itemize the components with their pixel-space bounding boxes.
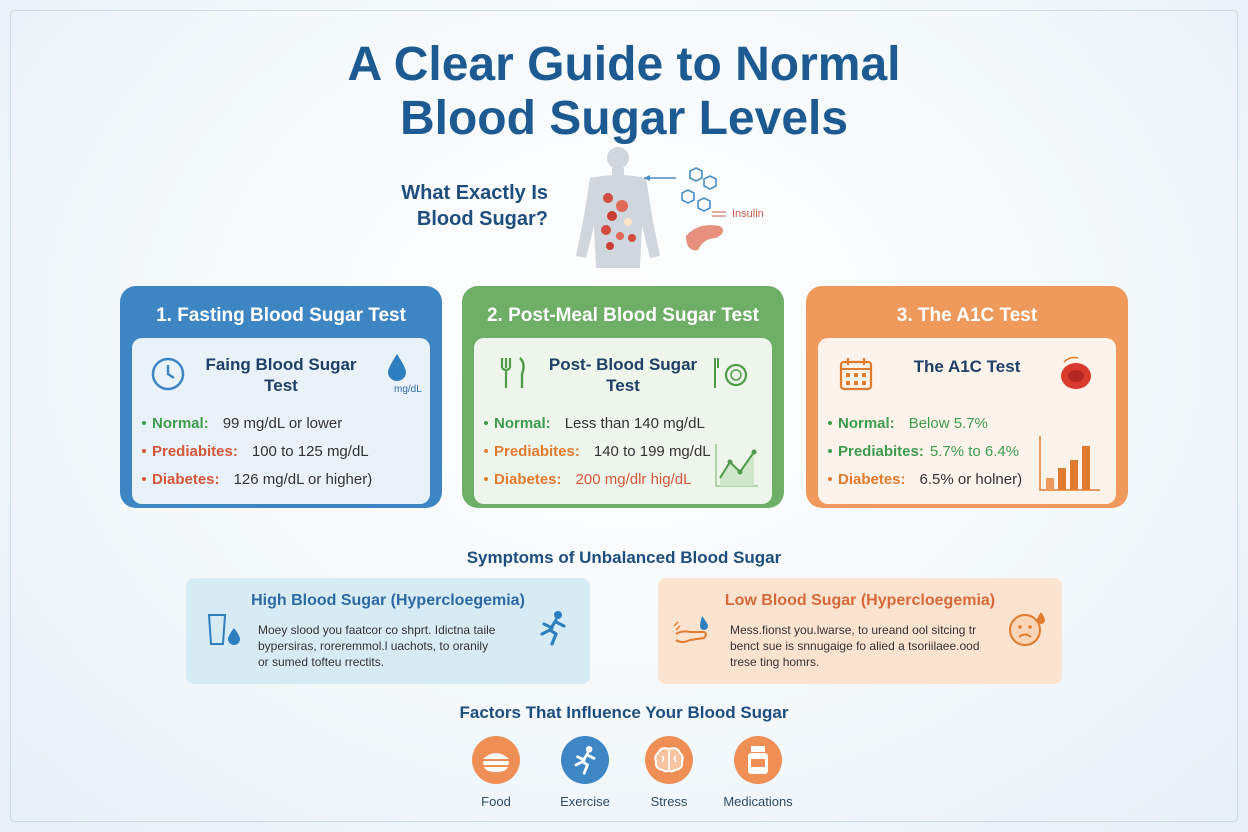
food-icon xyxy=(472,736,520,784)
shaking-hand-icon xyxy=(673,616,708,643)
fork-knife-icon xyxy=(500,357,525,388)
range-list: Normal: Less than 140 mg/dL Prediabites: 1… xyxy=(484,410,762,494)
card-subtitle: The A1C Test xyxy=(913,357,1021,376)
blood-drop-icon xyxy=(388,354,406,381)
bar-chart-icon xyxy=(1039,436,1100,491)
factor-label: Food xyxy=(481,794,511,809)
factor-stress: Stress xyxy=(624,736,714,809)
unit-label: mg/dL xyxy=(394,384,422,395)
high-blood-sugar-panel: High Blood Sugar (Hypercloegemia) Moey s… xyxy=(186,578,590,684)
card-body: Post- Blood Sugar Test Normal: Less than … xyxy=(474,338,772,504)
range-list: Normal: Below 5.7% Prediabites: 5.7% to 6.… xyxy=(828,410,1106,494)
factor-label: Stress xyxy=(650,794,688,809)
card-body: The A1C Test Normal: Below 5.7% Prediabit… xyxy=(818,338,1116,504)
factors-heading: Factors That Influence Your Blood Sugar xyxy=(459,703,789,722)
panel-text: Mess.fionst you.lwarse, to ureand ool si… xyxy=(730,623,980,669)
card-header: 2. Post-Meal Blood Sugar Test xyxy=(486,305,760,326)
low-blood-sugar-panel: Low Blood Sugar (Hypercloegemia) Mess.fi… xyxy=(658,578,1062,684)
a1c-test-card: 3. The A1C Test The A1C Test Normal: Belo… xyxy=(806,286,1128,508)
range-diabetes: Diabetes: 200 mg/dlr hig/dL xyxy=(484,466,762,494)
card-subtitle: Post- Blood Sugar Test xyxy=(548,355,698,395)
range-normal: Normal: Below 5.7% xyxy=(828,410,1106,438)
insulin-label: Insulin xyxy=(732,208,764,220)
body-illustration xyxy=(576,147,726,268)
panel-title: High Blood Sugar (Hypercloegemia) xyxy=(251,592,525,609)
symptoms-heading: Symptoms of Unbalanced Blood Sugar xyxy=(466,548,782,567)
brain-icon xyxy=(645,736,693,784)
range-diabetes: Diabetes: 126 mg/dL or higher) xyxy=(142,466,420,494)
clock-icon xyxy=(151,357,185,391)
factor-label: Exercise xyxy=(560,794,610,809)
card-header: 3. The A1C Test xyxy=(896,305,1038,326)
range-normal: Normal: 99 mg/dL or lower xyxy=(142,410,420,438)
factor-label: Medications xyxy=(723,794,793,809)
card-header: 1. Fasting Blood Sugar Test xyxy=(156,305,406,326)
card-body: Faing Blood Sugar Test mg/dL Normal: 99 m… xyxy=(132,338,430,504)
runner-icon xyxy=(540,611,566,646)
trend-chart-icon xyxy=(715,444,758,487)
range-prediabetes: Prediabites: 5.7% to 6.4% xyxy=(828,438,1106,466)
panel-text: Moey slood you faatcor co shprt. Idictna… xyxy=(258,623,496,669)
post-meal-test-card: 2. Post-Meal Blood Sugar Test Post- Bloo… xyxy=(462,286,784,508)
factor-medications: Medications xyxy=(713,736,803,809)
runner-icon xyxy=(561,736,609,784)
calendar-icon xyxy=(839,358,873,391)
sad-face-icon xyxy=(1009,612,1045,646)
hero-question: What Exactly Is Blood Sugar? xyxy=(401,182,548,230)
range-prediabetes: Prediabites: 140 to 199 mg/dL xyxy=(484,438,762,466)
page-frame xyxy=(10,10,1238,822)
range-normal: Normal: Less than 140 mg/dL xyxy=(484,410,762,438)
range-list: Normal: 99 mg/dL or lower Prediabites: 100… xyxy=(142,410,420,494)
red-blood-cell-icon xyxy=(1061,356,1091,389)
fasting-test-card: 1. Fasting Blood Sugar Test Faing Blood … xyxy=(120,286,442,508)
range-diabetes: Diabetes: 6.5% or holner) xyxy=(828,466,1106,494)
medicine-bottle-icon xyxy=(734,736,782,784)
factor-exercise: Exercise xyxy=(540,736,630,809)
card-subtitle: Faing Blood Sugar Test xyxy=(205,355,357,395)
water-glass-icon xyxy=(207,614,240,645)
panel-title: Low Blood Sugar (Hypercloegemia) xyxy=(724,592,996,609)
factor-food: Food xyxy=(451,736,541,809)
plate-icon xyxy=(714,358,748,388)
page-title: A Clear Guide to Normal Blood Sugar Leve… xyxy=(347,38,901,145)
range-prediabetes: Prediabites: 100 to 125 mg/dL xyxy=(142,438,420,466)
